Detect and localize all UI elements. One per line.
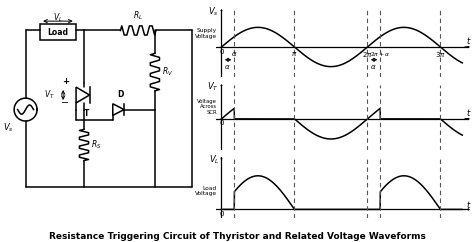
FancyBboxPatch shape bbox=[40, 24, 76, 40]
Text: $V_T$: $V_T$ bbox=[208, 80, 219, 92]
FancyArrow shape bbox=[221, 84, 222, 88]
FancyArrow shape bbox=[465, 46, 469, 48]
Text: −: − bbox=[61, 98, 69, 108]
Text: $R_V$: $R_V$ bbox=[162, 66, 173, 78]
Text: Supply
Voltage: Supply Voltage bbox=[195, 28, 217, 39]
Text: Load
Voltage: Load Voltage bbox=[195, 186, 217, 196]
Text: $V_s$: $V_s$ bbox=[2, 121, 13, 134]
FancyArrow shape bbox=[221, 9, 222, 13]
Text: $3\pi$: $3\pi$ bbox=[435, 50, 446, 59]
Text: Resistance Triggering Circuit of Thyristor and Related Voltage Waveforms: Resistance Triggering Circuit of Thyrist… bbox=[48, 232, 426, 241]
Text: Load: Load bbox=[47, 28, 68, 37]
Text: $t$: $t$ bbox=[466, 107, 471, 118]
Text: $2\pi$: $2\pi$ bbox=[362, 50, 373, 59]
Text: $t$: $t$ bbox=[466, 199, 471, 210]
Text: $R_L$: $R_L$ bbox=[133, 10, 143, 22]
Text: $V_T$: $V_T$ bbox=[44, 89, 55, 101]
FancyArrow shape bbox=[221, 158, 222, 162]
Text: $V_L$: $V_L$ bbox=[209, 153, 219, 166]
Text: $R_S$: $R_S$ bbox=[91, 139, 102, 151]
Text: $\alpha$: $\alpha$ bbox=[370, 63, 376, 71]
FancyArrow shape bbox=[465, 208, 469, 210]
Text: 0: 0 bbox=[219, 49, 224, 54]
Text: $t$: $t$ bbox=[466, 35, 471, 46]
FancyArrow shape bbox=[465, 118, 469, 120]
Text: D: D bbox=[117, 90, 124, 99]
Text: $\alpha$: $\alpha$ bbox=[231, 50, 237, 58]
Text: $\alpha$: $\alpha$ bbox=[224, 63, 230, 71]
Text: 0: 0 bbox=[219, 121, 224, 127]
Text: +: + bbox=[62, 76, 69, 86]
Text: Voltage
Across
SCR: Voltage Across SCR bbox=[197, 98, 217, 115]
Text: 0: 0 bbox=[219, 211, 224, 217]
Text: $\pi$: $\pi$ bbox=[292, 50, 298, 58]
Text: T: T bbox=[83, 108, 89, 118]
Text: $2\pi+\alpha$: $2\pi+\alpha$ bbox=[370, 50, 391, 58]
Text: $V_L$: $V_L$ bbox=[53, 12, 63, 24]
Text: $V_s$: $V_s$ bbox=[209, 5, 219, 17]
